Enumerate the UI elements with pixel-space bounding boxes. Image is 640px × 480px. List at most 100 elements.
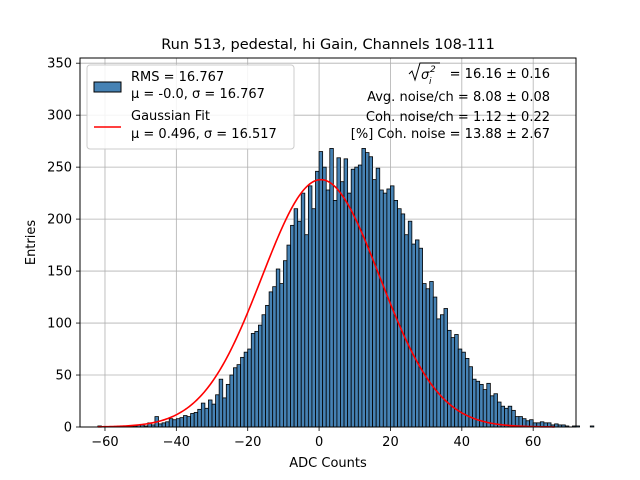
histogram-bar [322, 166, 327, 428]
histogram-bar [511, 409, 516, 428]
legend-entry-histogram: RMS = 16.767 [131, 70, 224, 85]
histogram-bar [404, 234, 409, 428]
svg-text:i: i [429, 77, 432, 87]
x-tick-label: 20 [382, 435, 399, 450]
histogram-bar [415, 239, 420, 428]
histogram-bar [193, 412, 199, 428]
histogram-bar [250, 333, 256, 428]
histogram-bar [357, 164, 363, 428]
x-tick-label: 60 [525, 435, 542, 450]
x-tick-label: 0 [315, 435, 323, 450]
x-tick-label: −40 [163, 435, 190, 450]
histogram-bar [504, 407, 509, 428]
histogram-bar [432, 296, 438, 428]
histogram-bar [183, 415, 188, 428]
histogram-bar [368, 156, 374, 428]
histogram-bar [290, 224, 295, 428]
coh-noise-annotation: Coh. noise/ch = 1.12 ± 0.22 [366, 110, 550, 125]
histogram-bar [233, 367, 238, 428]
histogram-bar [329, 148, 334, 428]
y-axis-ticks: 0 50 100 150 200 250 300 350 [47, 57, 80, 436]
y-tick-label: 350 [47, 57, 72, 72]
histogram-bar [275, 268, 281, 428]
histogram-bar [493, 393, 498, 428]
histogram-bar [318, 151, 324, 428]
histogram-bar [454, 334, 459, 428]
histogram-bar [486, 382, 491, 428]
histogram-bar [457, 348, 463, 428]
histogram-bar [229, 374, 234, 428]
histogram-bar [336, 157, 341, 428]
histogram-bar [447, 329, 452, 428]
histogram-bar [175, 418, 181, 428]
histogram-bar [386, 188, 391, 428]
gaussian-fit-curve [97, 178, 555, 428]
histogram-bar [507, 405, 513, 428]
x-tick-label: 40 [454, 435, 471, 450]
x-tick-label: −20 [234, 435, 261, 450]
histogram-bar [411, 243, 416, 428]
histogram-bar [265, 304, 270, 428]
histogram-bar [500, 405, 506, 428]
histogram-bar [200, 402, 206, 428]
histogram-bar [304, 234, 309, 428]
histogram-bar [425, 288, 431, 428]
histogram-bar [197, 408, 202, 428]
histogram-bar [407, 220, 413, 428]
legend-entry-fit-stats: μ = 0.496, σ = 16.517 [131, 127, 277, 142]
histogram-bar [272, 286, 277, 428]
histogram-bar [461, 351, 466, 428]
histogram-bar [204, 407, 209, 428]
histogram-bar [315, 170, 320, 428]
histogram-bar [400, 213, 406, 428]
histogram-bar [307, 185, 313, 428]
histogram-bar [268, 291, 274, 428]
plot-frame [79, 57, 577, 428]
histogram-bar [450, 337, 456, 428]
pct-coh-noise-annotation: [%] Coh. noise = 13.88 ± 2.67 [351, 127, 550, 142]
legend-swatch-histogram [93, 81, 122, 93]
x-tick-label: −60 [91, 435, 118, 450]
histogram-bar [379, 189, 384, 428]
histogram-bar [436, 318, 441, 428]
histogram-bar [293, 208, 299, 428]
histogram-bar [332, 200, 338, 428]
chart-title: Run 513, pedestal, hi Gain, Channels 108… [161, 37, 495, 53]
histogram-bar [247, 348, 252, 428]
histogram-bar [311, 208, 316, 428]
histogram-bar [258, 324, 263, 428]
histogram-bar [240, 356, 245, 428]
y-tick-label: 50 [55, 369, 72, 384]
histogram-bar [365, 152, 370, 428]
avg-noise-annotation: Avg. noise/ch = 8.08 ± 0.08 [367, 90, 550, 105]
histogram-bar [300, 192, 306, 428]
histogram-bar [397, 208, 402, 428]
histogram-bar [325, 189, 331, 428]
histogram-bar [375, 167, 381, 428]
noise-annotations: σ 2 i = 16.16 ± 0.16 Avg. noise/ch = 8.0… [351, 62, 550, 142]
histogram-bar [190, 413, 195, 428]
y-tick-label: 100 [47, 317, 72, 332]
legend-entry-histogram-stats: μ = -0.0, σ = 16.767 [131, 87, 265, 102]
histogram-bar [215, 394, 220, 428]
histogram-bar [225, 383, 231, 428]
histogram-bar [211, 403, 216, 428]
histogram-bar [236, 364, 241, 428]
histogram-bar [161, 422, 167, 428]
histogram-bar [254, 330, 259, 428]
histogram-bar [286, 244, 291, 428]
histogram-bar [497, 401, 502, 428]
histogram-bar [372, 179, 377, 428]
histogram-bar [218, 378, 224, 428]
y-axis-label: Entries [24, 220, 39, 266]
histogram-bar [418, 247, 423, 428]
legend: RMS = 16.767 μ = -0.0, σ = 16.767 Gaussi… [86, 64, 295, 150]
svg-text:σ: σ [421, 68, 430, 83]
histogram-bar [243, 351, 249, 428]
histogram-bar [347, 192, 352, 428]
histogram-bar [179, 417, 184, 428]
fit-curve-layer [97, 178, 555, 428]
histogram-bar [282, 260, 288, 428]
sigma-formula-icon: σ 2 i [408, 62, 440, 87]
histogram-bar [172, 419, 177, 428]
